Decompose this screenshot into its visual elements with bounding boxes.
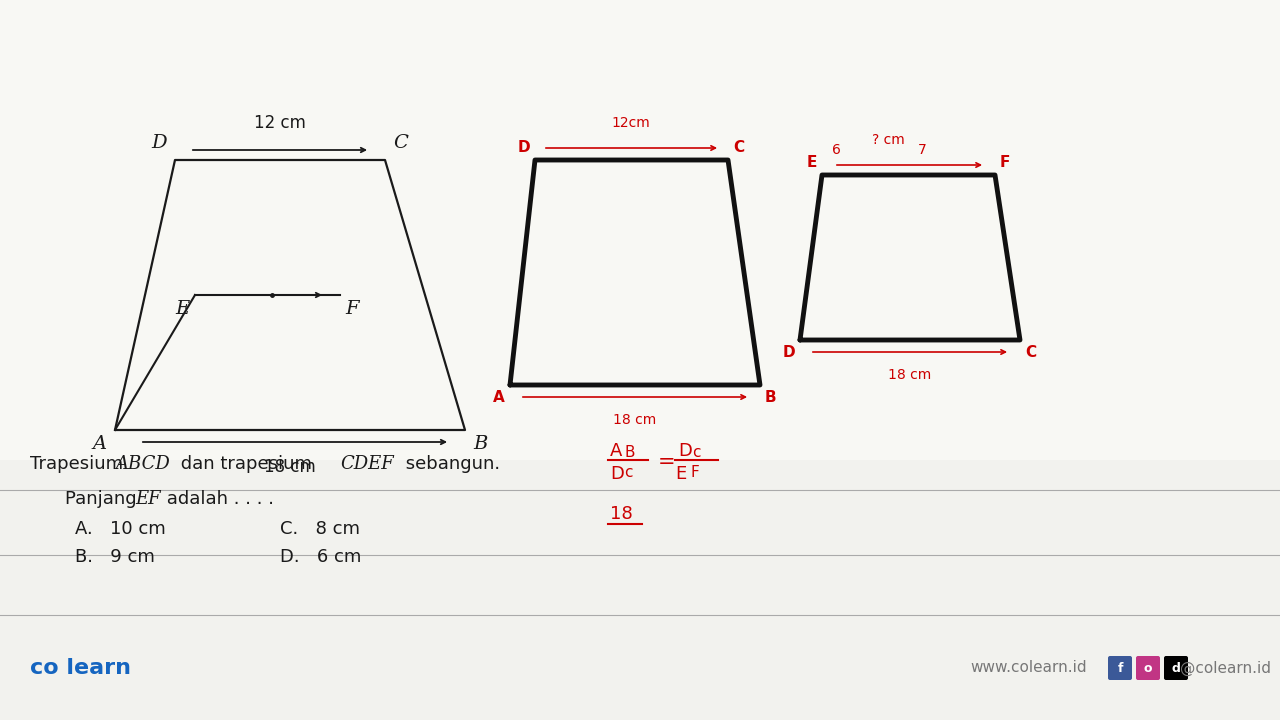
Text: C: C [733,140,744,155]
Text: E: E [806,155,817,170]
Text: adalah . . . .: adalah . . . . [161,490,274,508]
Text: D: D [678,442,692,460]
Text: Trapesium: Trapesium [29,455,129,473]
Text: 18 cm: 18 cm [264,458,316,476]
Text: sebangun.: sebangun. [399,455,500,473]
Text: 18 cm: 18 cm [613,413,657,427]
Text: C: C [393,134,408,152]
Text: EF: EF [134,490,160,508]
Text: E: E [175,300,189,318]
Text: 12 cm: 12 cm [253,114,306,132]
FancyBboxPatch shape [1164,656,1188,680]
Text: A: A [93,435,108,453]
Text: =: = [658,452,676,472]
Text: F: F [346,300,358,318]
Text: 18: 18 [611,505,632,523]
Text: 18 cm: 18 cm [888,368,932,382]
Text: www.colearn.id: www.colearn.id [970,660,1087,675]
Text: 7: 7 [918,143,927,157]
Text: C: C [1025,345,1036,360]
Text: A: A [493,390,506,405]
Text: 12cm: 12cm [612,116,650,130]
Bar [0,0,1280,460]
Text: d: d [1171,662,1180,675]
Text: Panjang: Panjang [65,490,142,508]
Text: f: f [1117,662,1123,675]
Text: D: D [611,465,623,483]
Text: E: E [675,465,686,483]
Text: ABCD: ABCD [115,455,170,473]
Text: dan trapesium: dan trapesium [175,455,317,473]
FancyBboxPatch shape [1108,656,1132,680]
Text: D.   6 cm: D. 6 cm [280,548,361,566]
Text: F: F [690,465,699,480]
Text: B: B [765,390,777,405]
Text: B: B [625,445,635,460]
Text: F: F [1000,155,1010,170]
Text: C.   8 cm: C. 8 cm [280,520,360,538]
Text: c: c [692,445,700,460]
Text: 6: 6 [832,143,841,157]
Text: D: D [151,134,166,152]
FancyBboxPatch shape [1137,656,1160,680]
Text: ? cm: ? cm [872,133,905,147]
Text: @colearn.id: @colearn.id [1180,660,1271,675]
Text: D: D [782,345,795,360]
Text: co learn: co learn [29,658,131,678]
Text: A: A [611,442,622,460]
Text: c: c [625,465,632,480]
Text: B: B [474,435,488,453]
Text: A.   10 cm: A. 10 cm [76,520,165,538]
Text: o: o [1144,662,1152,675]
Text: CDEF: CDEF [340,455,394,473]
Text: B.   9 cm: B. 9 cm [76,548,155,566]
Text: D: D [517,140,530,155]
